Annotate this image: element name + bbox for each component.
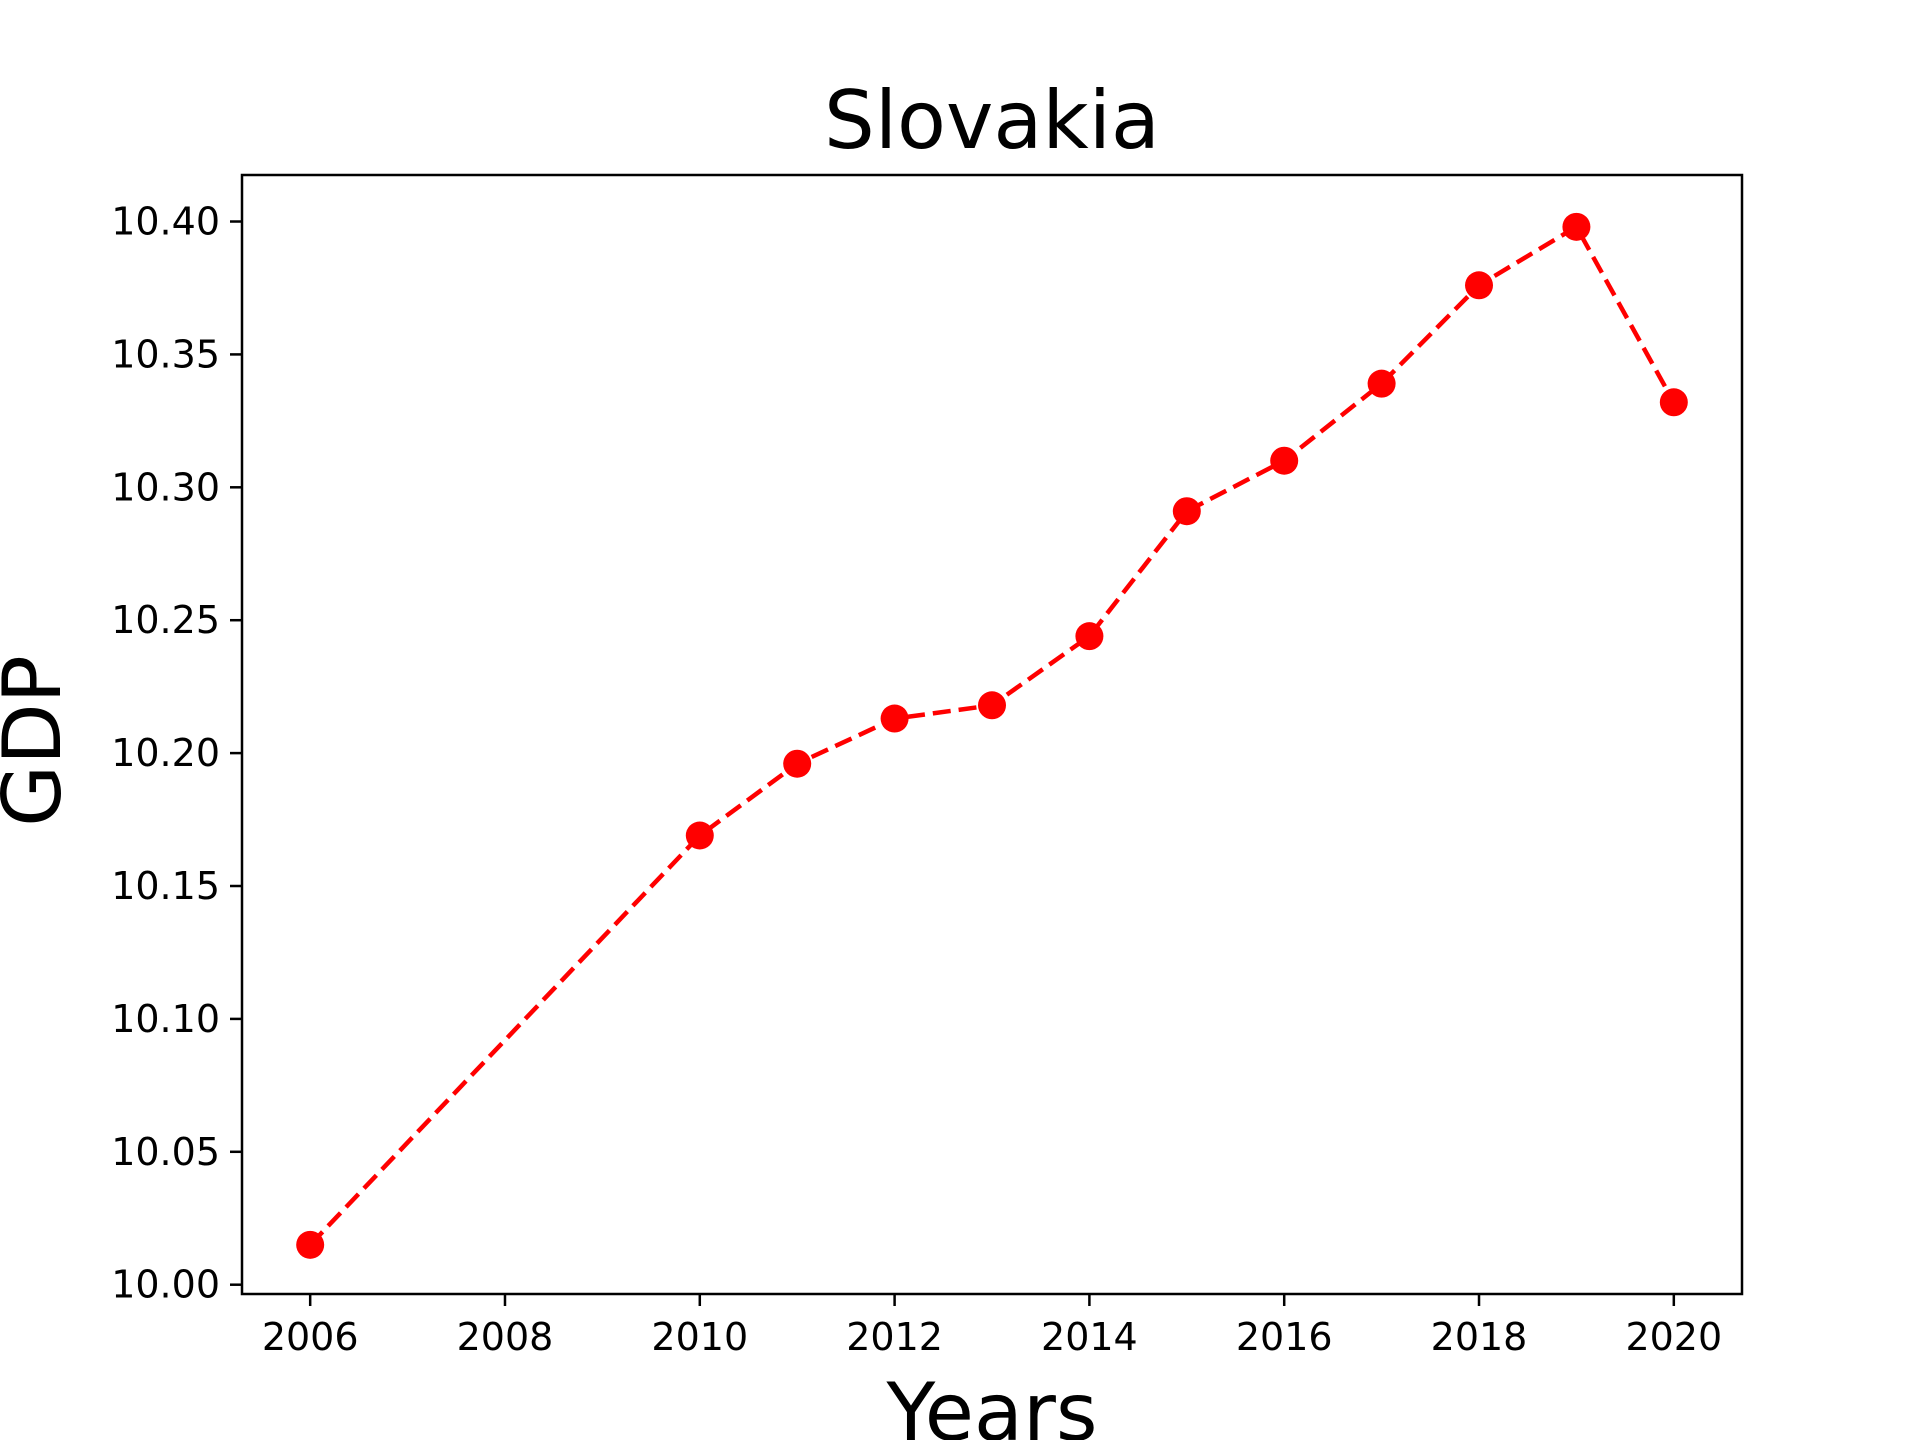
data-point (880, 704, 909, 733)
x-tick-label: 2010 (651, 1315, 748, 1359)
chart-title: Slovakia (824, 74, 1160, 167)
y-tick-label: 10.15 (111, 864, 220, 908)
x-tick-label: 2014 (1041, 1315, 1138, 1359)
data-point (783, 749, 812, 778)
data-point (296, 1230, 325, 1259)
y-tick-label: 10.40 (111, 200, 220, 244)
x-tick-label: 2018 (1431, 1315, 1528, 1359)
y-tick-label: 10.35 (111, 332, 220, 376)
data-point (1172, 497, 1201, 526)
data-point (1270, 446, 1299, 475)
y-tick-label: 10.25 (111, 598, 220, 642)
plot-frame (240, 173, 1744, 1296)
data-point (685, 821, 714, 850)
x-axis-title: Years (885, 1366, 1097, 1440)
y-tick-label: 10.30 (111, 465, 220, 509)
data-point (1465, 271, 1494, 300)
y-axis-title: GDP (0, 655, 79, 827)
series-line (308, 223, 1676, 1247)
x-axis: 2006 2008 2010 2012 2014 2016 2018 2020 (262, 1294, 1722, 1359)
data-point (1562, 212, 1591, 241)
data-point (978, 691, 1006, 720)
y-axis: 10.00 10.05 10.10 10.15 10.20 10.25 10.30 10.35… (111, 200, 242, 1307)
data-point (1367, 369, 1396, 398)
x-tick-label: 2008 (457, 1315, 554, 1359)
x-tick-label: 2006 (262, 1315, 359, 1359)
y-tick-label: 10.10 (111, 997, 220, 1041)
x-tick-label: 2012 (846, 1315, 943, 1359)
x-tick-label: 2020 (1625, 1315, 1722, 1359)
x-tick-label: 2016 (1236, 1315, 1333, 1359)
data-point (1659, 388, 1688, 417)
plot-area (296, 212, 1688, 1259)
data-point (1075, 622, 1104, 651)
y-tick-label: 10.20 (111, 731, 220, 775)
y-tick-label: 10.00 (111, 1263, 220, 1307)
y-tick-label: 10.05 (111, 1130, 220, 1174)
